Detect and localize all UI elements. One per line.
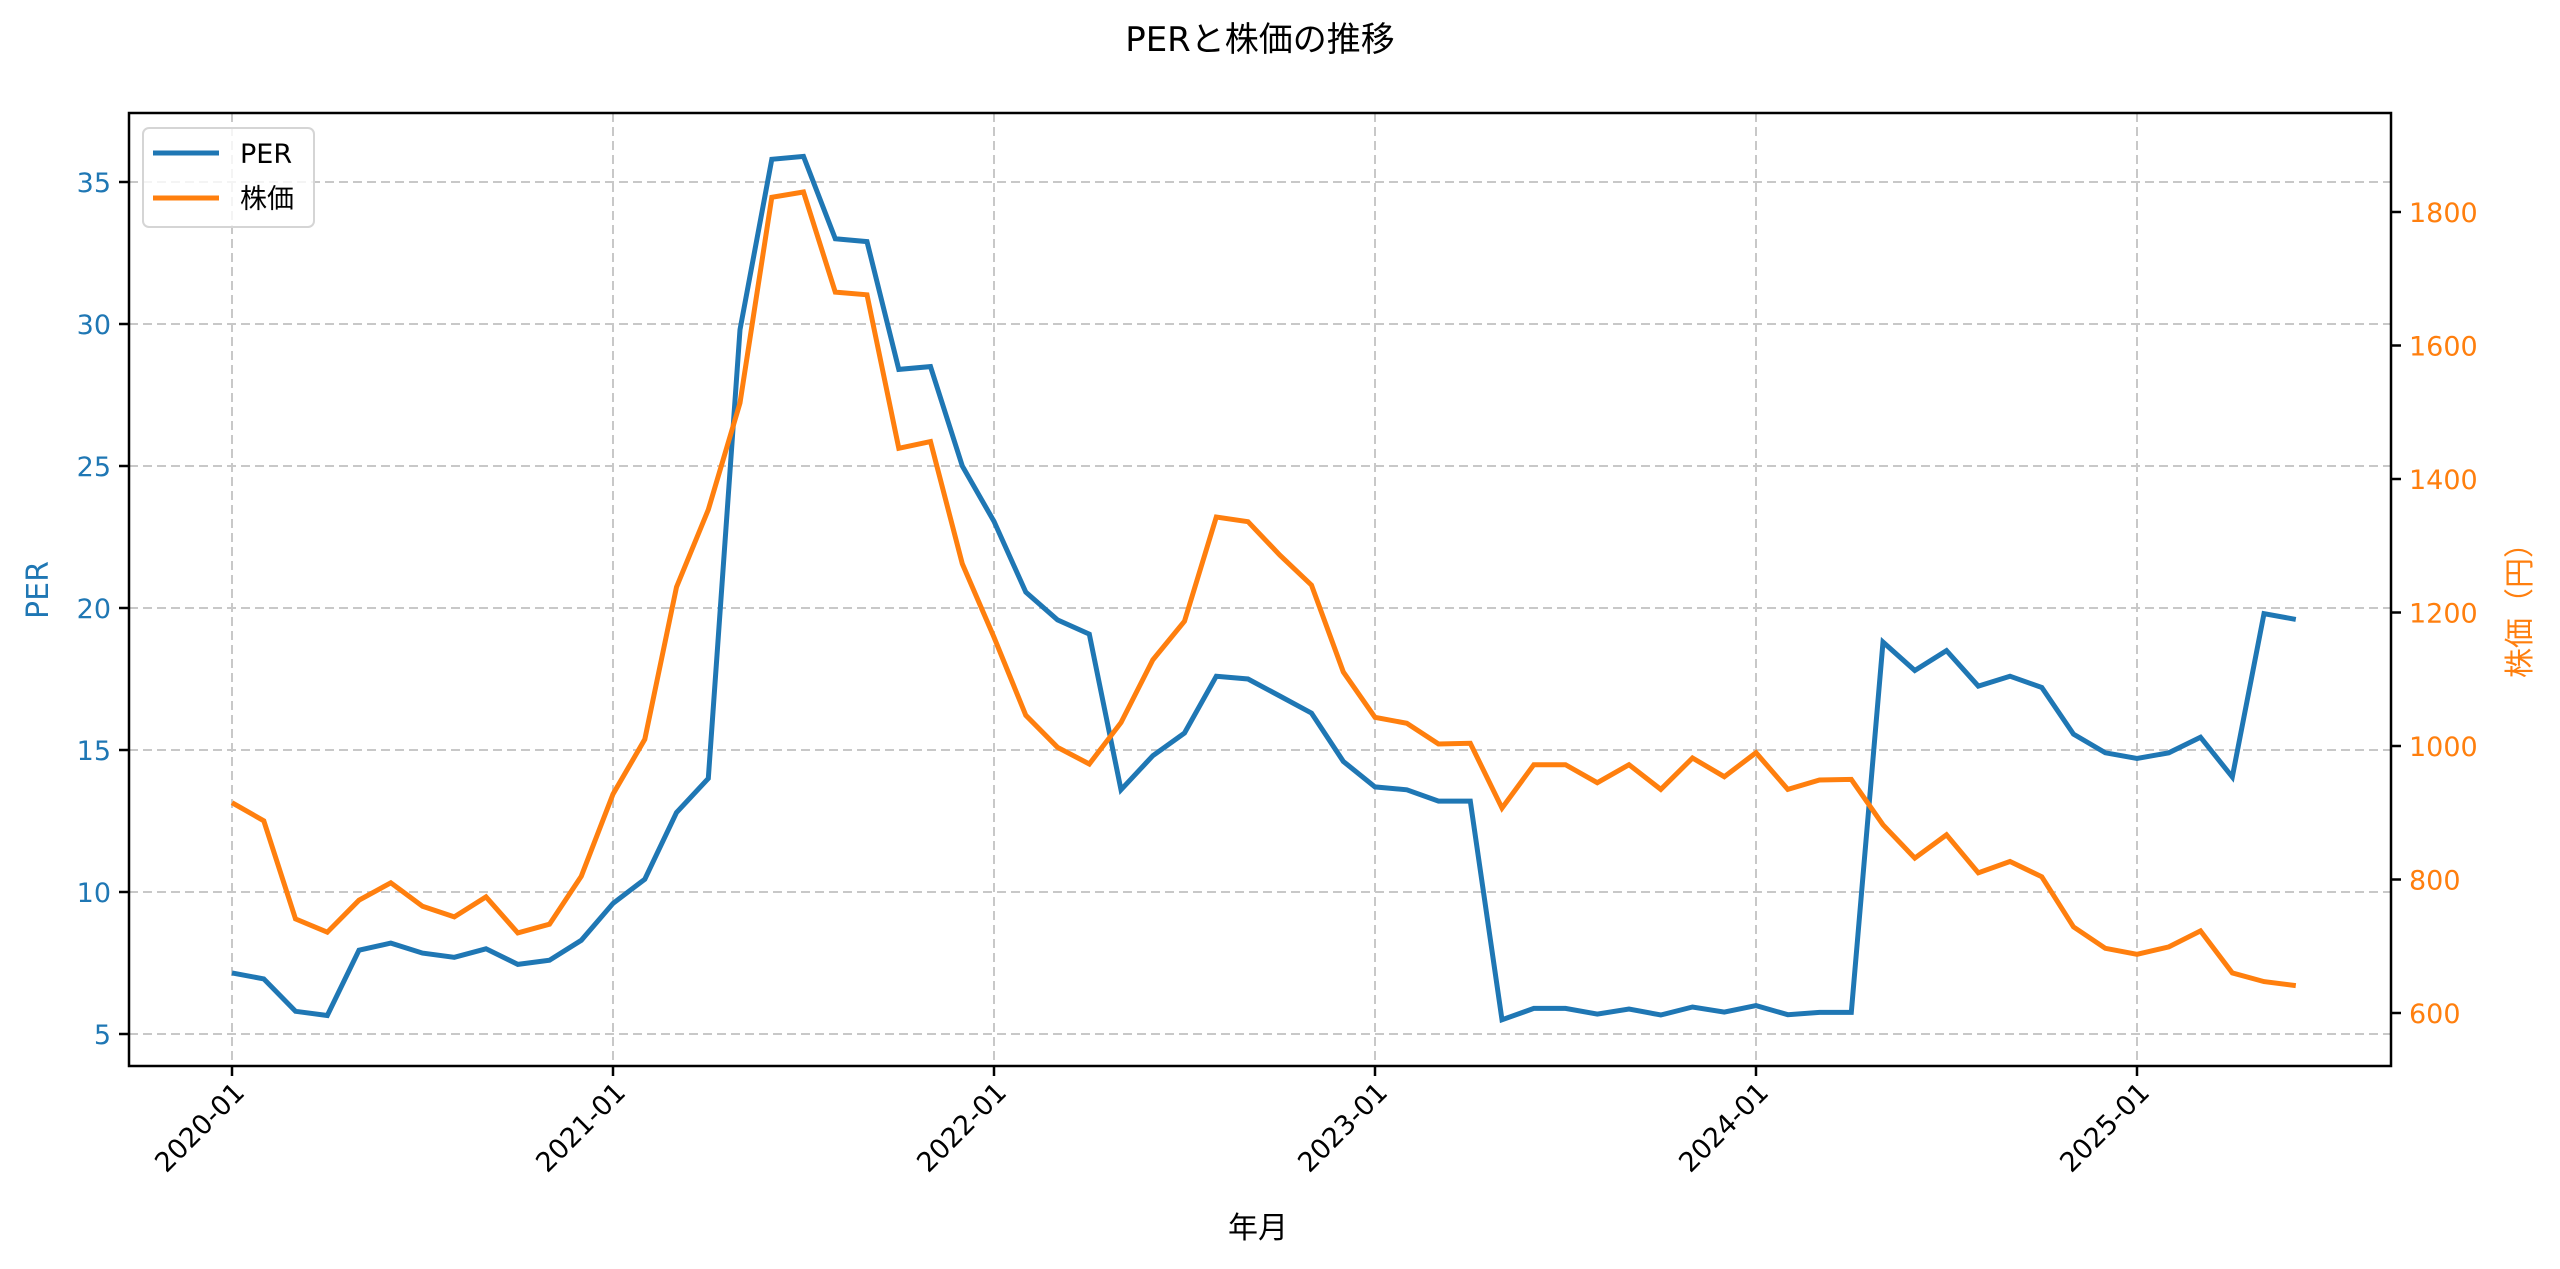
right-tick-label: 1400 [2409, 465, 2478, 496]
gridlines [129, 113, 2391, 1066]
right-tick-label: 1200 [2409, 599, 2478, 630]
axes-frame [127, 111, 2393, 1068]
right-tick-label: 1600 [2409, 332, 2478, 363]
legend-label-per: PER [240, 139, 292, 170]
left-tick-label: 30 [77, 310, 111, 341]
right-tick-label: 1800 [2409, 198, 2478, 229]
left-y-axis: 5 10 15 20 25 30 35 [77, 168, 129, 1051]
plot-area [230, 153, 2297, 1024]
chart-title: PERと株価の推移 [1125, 20, 1395, 60]
left-tick-label: 35 [77, 168, 111, 199]
price-line [230, 189, 2297, 989]
y-axis-label-left: PER [21, 561, 56, 619]
right-tick-label: 1000 [2409, 732, 2478, 763]
right-tick-label: 600 [2409, 999, 2461, 1030]
right-tick-label: 800 [2409, 866, 2461, 897]
left-tick-label: 10 [77, 878, 111, 909]
y-axis-label-right: 株価（円） [2503, 528, 2538, 678]
left-tick-label: 25 [77, 452, 111, 483]
legend-label-price: 株価 [240, 184, 294, 215]
per-line [231, 153, 2297, 1024]
legend: PER 株価 [142, 127, 315, 228]
right-y-axis: 600 800 1000 1200 1400 1600 1800 [2391, 198, 2478, 1030]
left-tick-label: 20 [77, 594, 111, 625]
left-tick-label: 15 [77, 736, 111, 767]
x-axis-label: 年月 [1228, 1211, 1288, 1246]
left-tick-label: 5 [94, 1020, 111, 1051]
